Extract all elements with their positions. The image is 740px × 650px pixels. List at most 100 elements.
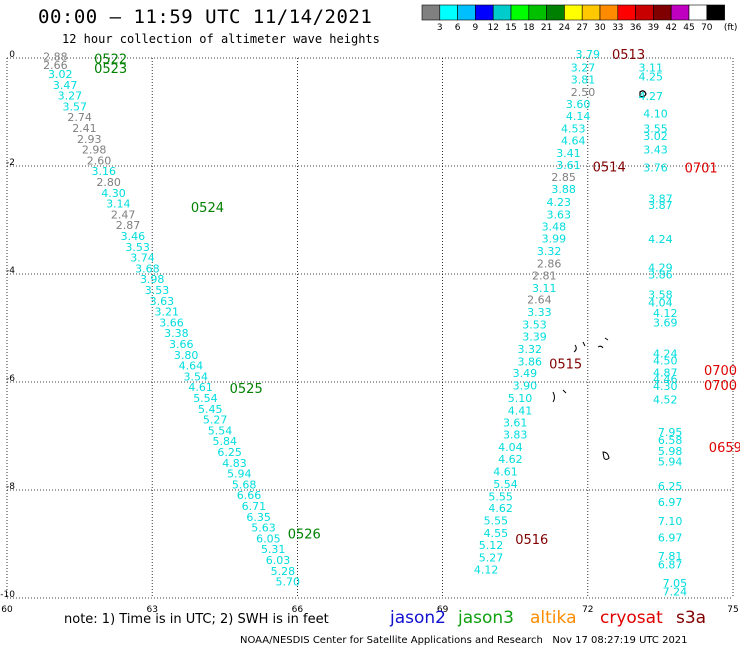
wave-height-value: 5.27: [203, 414, 228, 427]
sat-jason2: jason2: [390, 608, 446, 628]
wave-height-value: 3.54: [184, 370, 209, 383]
colorbar-label: 36: [630, 23, 642, 33]
wave-height-value: 4.52: [653, 394, 678, 407]
pass-time-label: 0700: [704, 364, 737, 379]
colorbar-swatch: [688, 4, 708, 21]
colorbar-swatch: [599, 4, 619, 21]
wave-height-value: 4.61: [493, 465, 518, 478]
wave-height-value: 3.11: [532, 282, 557, 295]
wave-height-value: 2.80: [96, 176, 121, 189]
wave-height-value: 3.32: [537, 245, 562, 258]
wave-height-value: 2.98: [82, 144, 107, 157]
colorbar-label: 18: [523, 23, 535, 33]
wave-height-value: 3.58: [648, 288, 673, 301]
wave-height-value: 4.53: [561, 123, 586, 136]
wave-height-value: 3.79: [576, 48, 601, 61]
colorbar-label: 6: [455, 23, 461, 33]
wave-height-value: 4.87: [653, 367, 678, 380]
wave-height-value: 6.05: [256, 532, 281, 545]
wave-height-value: 2.60: [87, 154, 112, 167]
wave-height-value: 3.80: [174, 349, 199, 362]
x-tick-label: 60: [1, 605, 13, 615]
wave-height-value: 4.50: [653, 355, 678, 368]
pass-time-label: 0522: [94, 52, 127, 67]
colorbar-swatch: [475, 4, 494, 21]
wave-height-value: 4.24: [648, 233, 673, 246]
colorbar-swatch: [635, 4, 654, 21]
sat-cryosat: cryosat: [600, 608, 663, 628]
colorbar-swatch: [546, 4, 565, 21]
wave-height-value: 3.48: [542, 220, 567, 233]
wave-height-value: 3.81: [571, 73, 596, 86]
wave-height-value: 7.24: [663, 585, 688, 598]
wave-height-value: 7.05: [663, 577, 688, 590]
wave-height-value: 3.98: [140, 273, 165, 286]
pass-time-label: 0515: [549, 358, 582, 373]
colorbar-label: 9: [473, 23, 479, 33]
wave-height-value: 4.10: [643, 107, 668, 120]
wave-height-value: 3.76: [643, 161, 668, 174]
colorbar-swatch: [492, 4, 512, 21]
wave-height-value: 3.69: [653, 316, 678, 329]
wave-height-value: 4.55: [484, 527, 509, 540]
wave-height-value: 6.87: [658, 558, 683, 571]
wave-height-value: 3.53: [522, 319, 547, 332]
wave-height-value: 2.86: [537, 258, 562, 271]
sat-altika: altika: [530, 608, 577, 628]
wave-height-value: 4.46: [653, 373, 678, 386]
y-tick-label: -4: [6, 266, 15, 276]
wave-height-value: 3.11: [638, 62, 663, 75]
wave-height-value: 5.84: [213, 435, 238, 448]
colorbar-label: 24: [559, 23, 571, 33]
wave-height-value: 4.41: [508, 404, 533, 417]
x-tick-label: 75: [727, 605, 738, 615]
wave-height-value: 3.27: [571, 62, 596, 75]
wave-height-value: 2.93: [77, 133, 102, 146]
wave-height-value: 2.87: [116, 219, 141, 232]
y-tick-label: -8: [6, 482, 15, 492]
wave-height-value: 4.62: [488, 502, 513, 515]
pass-time-label: 0659: [709, 441, 740, 456]
wave-height-value: 6.97: [658, 531, 683, 544]
wave-height-value: 3.63: [150, 295, 175, 308]
wave-height-value: 3.63: [547, 208, 572, 221]
x-tick-label: 72: [582, 605, 593, 615]
wave-height-value: 5.54: [208, 424, 233, 437]
wave-height-value: 3.43: [643, 144, 668, 157]
wave-height-value: 3.14: [106, 198, 131, 211]
wave-height-value: 3.60: [566, 98, 591, 111]
colorbar-label: 42: [665, 23, 676, 33]
wave-height-value: 6.66: [237, 489, 262, 502]
pass-time-label: 0700: [704, 379, 737, 394]
wave-height-value: 5.28: [271, 565, 296, 578]
wave-height-value: 3.68: [135, 262, 160, 275]
wave-height-value: 2.41: [72, 122, 97, 135]
colorbar-swatch: [421, 4, 441, 21]
colorbar-legend: 3 6 9 12 15 18 21 24 27 30 33 36 39 42 45 70 (ft): [421, 4, 737, 33]
wave-height-value: 4.04: [648, 296, 673, 309]
wave-height-value: 4.30: [653, 380, 678, 393]
wave-height-value: 5.94: [227, 468, 252, 481]
wave-height-value: 3.66: [159, 316, 184, 329]
colorbar-label: 27: [576, 23, 587, 33]
wave-height-value: 3.57: [63, 100, 88, 113]
colorbar-swatch: [581, 4, 601, 21]
colorbar-label: 21: [541, 23, 552, 33]
wave-height-value: 4.25: [638, 71, 663, 84]
pass-time-label: 0523: [94, 62, 127, 77]
wave-height-value: 5.70: [275, 576, 300, 589]
pass-time-label: 0525: [230, 382, 263, 397]
colorbar-swatch: [670, 4, 690, 21]
wave-height-value: 4.24: [653, 348, 678, 361]
wave-height-value: 3.99: [542, 233, 567, 246]
wave-height-value: 4.12: [653, 307, 678, 320]
wave-height-value: 5.45: [198, 403, 223, 416]
chart-title: 00:00 – 11:59 UTC 11/14/2021: [38, 6, 373, 28]
wave-height-value: 3.88: [551, 183, 576, 196]
y-tick-label: 0: [9, 50, 15, 60]
wave-height-value: 6.35: [246, 511, 271, 524]
colorbar-label: 3: [437, 23, 443, 33]
y-tick-label: -10: [0, 590, 15, 600]
wave-height-value: 5.98: [658, 445, 683, 458]
